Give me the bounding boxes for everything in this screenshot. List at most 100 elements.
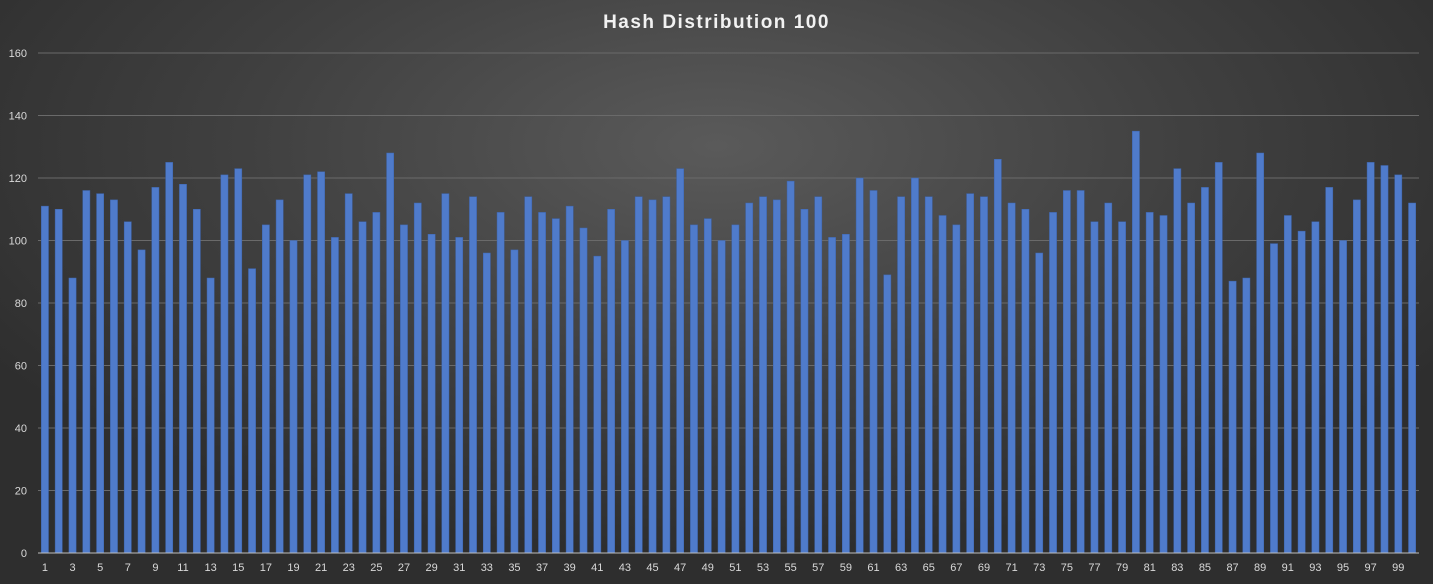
bar (593, 255, 602, 554)
bar (1145, 212, 1154, 554)
bar (731, 224, 740, 554)
bar (1090, 221, 1099, 554)
bar (855, 177, 864, 554)
x-tick-label: 77 (1088, 562, 1100, 574)
bar (1159, 215, 1168, 554)
bar (1270, 243, 1278, 554)
bar (1104, 202, 1113, 554)
bar (358, 221, 367, 554)
x-tick-label: 81 (1144, 562, 1156, 574)
x-tick-label: 47 (674, 562, 686, 574)
x-tick-label: 85 (1199, 562, 1211, 574)
x-tick-label: 99 (1392, 562, 1404, 574)
bar (1408, 202, 1416, 554)
bar (123, 221, 132, 554)
x-tick-label: 49 (702, 562, 714, 574)
x-tick-label: 73 (1033, 562, 1045, 574)
bar (552, 218, 560, 554)
bar (110, 199, 118, 554)
bar (1228, 280, 1237, 554)
bar (1173, 168, 1182, 554)
x-tick-label: 83 (1171, 562, 1183, 574)
bar (648, 199, 657, 554)
bar (676, 168, 685, 554)
x-tick-label: 91 (1282, 562, 1294, 574)
bar (441, 193, 450, 554)
x-tick-label: 23 (343, 562, 355, 574)
bar (966, 193, 975, 554)
x-tick-label: 13 (205, 562, 217, 574)
x-tick-label: 69 (978, 562, 990, 574)
bar (690, 224, 698, 554)
x-tick-label: 19 (287, 562, 299, 574)
bar (814, 196, 823, 554)
bar (206, 277, 215, 554)
bar (1394, 174, 1403, 554)
bar (1242, 277, 1251, 554)
bar (400, 224, 408, 554)
x-tick-label: 11 (177, 562, 188, 574)
bar (1049, 212, 1057, 554)
bar (607, 209, 615, 554)
bar (1118, 221, 1126, 554)
bar (828, 237, 836, 554)
bar (993, 159, 1002, 554)
bar (331, 237, 339, 554)
bar (386, 152, 394, 554)
x-tick-label: 63 (895, 562, 907, 574)
bar (1353, 199, 1361, 554)
x-tick-label: 53 (757, 562, 769, 574)
bar (1021, 209, 1030, 554)
x-tick-label: 89 (1254, 562, 1266, 574)
bar (911, 177, 919, 554)
x-tick-label: 7 (125, 562, 131, 574)
x-tick-label: 55 (785, 562, 797, 574)
bar (869, 190, 878, 554)
x-tick-label: 79 (1116, 562, 1128, 574)
bar (1035, 252, 1044, 554)
bar (248, 268, 256, 554)
x-tick-label: 39 (564, 562, 576, 574)
x-tick-label: 71 (1005, 562, 1017, 574)
y-tick-label: 140 (9, 111, 27, 123)
bar (137, 249, 146, 554)
bar (496, 212, 505, 554)
x-tick-label: 61 (867, 562, 879, 574)
x-tick-label: 41 (591, 562, 603, 574)
bar (262, 224, 270, 554)
x-tick-label: 97 (1365, 562, 1377, 574)
x-tick-label: 57 (812, 562, 824, 574)
x-tick-label: 45 (646, 562, 658, 574)
bar (165, 162, 174, 554)
x-tick-label: 75 (1061, 562, 1073, 574)
bar (1201, 187, 1209, 554)
y-tick-label: 120 (9, 173, 27, 185)
y-tick-label: 40 (15, 423, 27, 435)
x-tick-label: 37 (536, 562, 548, 574)
x-tick-label: 59 (840, 562, 852, 574)
gridlines (38, 52, 1419, 491)
x-tick-label: 25 (370, 562, 382, 574)
y-tick-label: 0 (21, 548, 27, 560)
x-tick-label: 33 (481, 562, 493, 574)
x-tick-label: 3 (69, 562, 75, 574)
x-tick-label: 27 (398, 562, 410, 574)
bar (179, 184, 187, 554)
bar (289, 240, 298, 554)
bar (455, 237, 464, 554)
bar (54, 209, 63, 554)
bar (317, 171, 325, 554)
bar (303, 174, 312, 554)
x-tick-label: 21 (315, 562, 327, 574)
x-tick-label: 51 (729, 562, 741, 574)
bar (745, 202, 754, 554)
bar (883, 274, 892, 554)
bar (1132, 130, 1140, 554)
bar (372, 212, 381, 554)
x-tick-label: 5 (97, 562, 103, 574)
bar (1214, 162, 1223, 554)
x-tick-label: 17 (260, 562, 272, 574)
bar (980, 196, 988, 554)
bar (952, 224, 961, 554)
bar (151, 187, 160, 554)
